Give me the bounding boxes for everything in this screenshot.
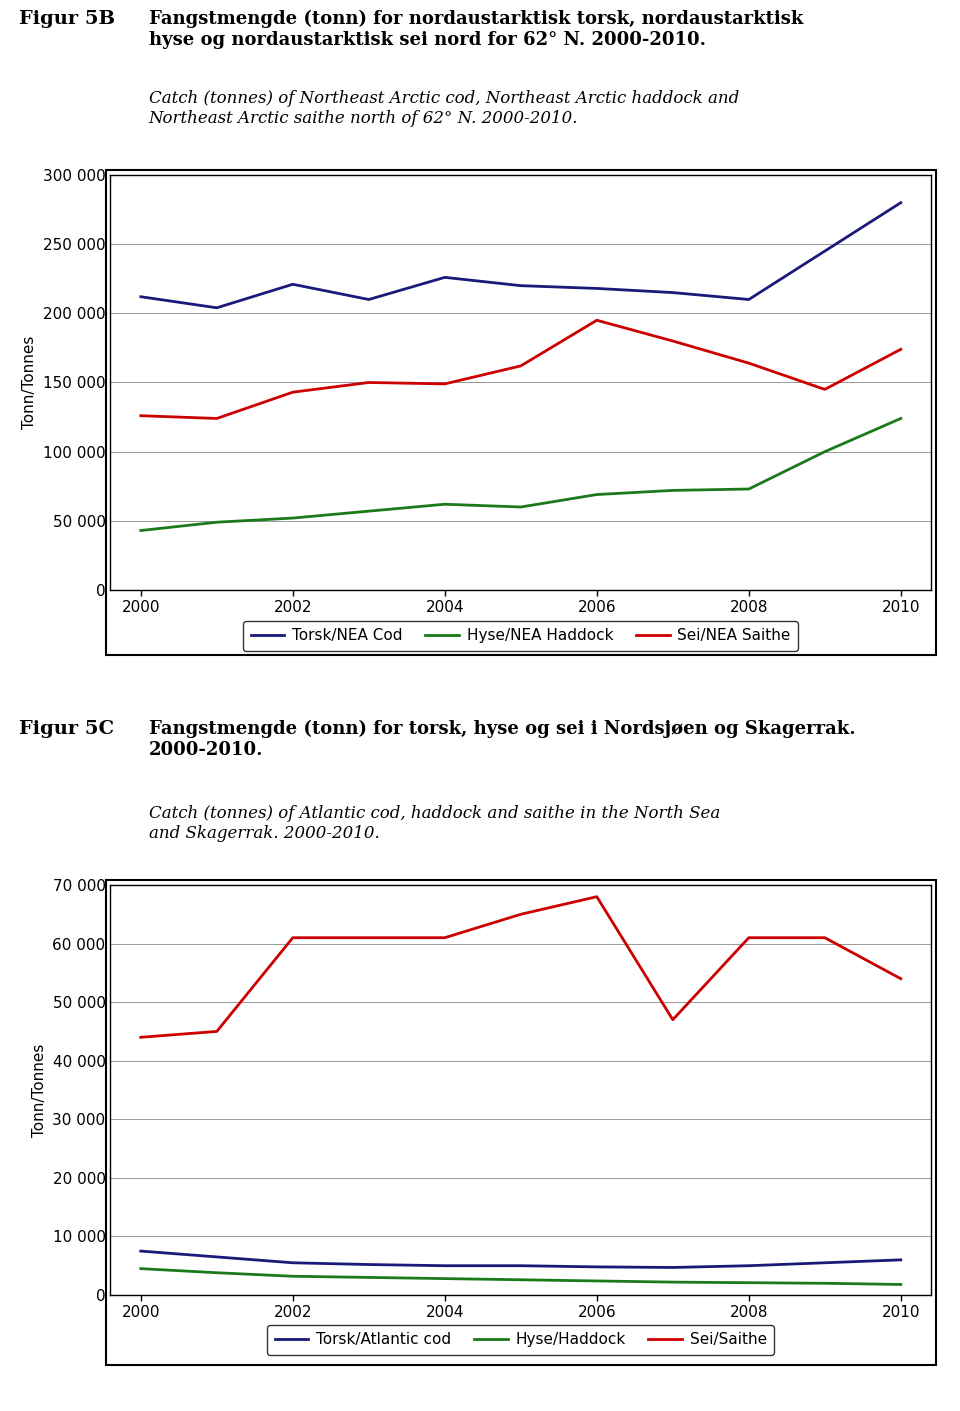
Y-axis label: Tonn/Tonnes: Tonn/Tonnes: [32, 1043, 47, 1137]
Y-axis label: Tonn/Tonnes: Tonn/Tonnes: [22, 336, 37, 429]
Text: Figur 5C: Figur 5C: [19, 720, 114, 738]
Text: Catch (tonnes) of Atlantic cod, haddock and saithe in the North Sea
and Skagerra: Catch (tonnes) of Atlantic cod, haddock …: [149, 806, 720, 841]
Text: Figur 5B: Figur 5B: [19, 10, 115, 28]
Text: Fangstmengde (tonn) for nordaustarktisk torsk, nordaustarktisk
hyse og nordausta: Fangstmengde (tonn) for nordaustarktisk …: [149, 10, 804, 49]
Legend: Torsk/NEA Cod, Hyse/NEA Haddock, Sei/NEA Saithe: Torsk/NEA Cod, Hyse/NEA Haddock, Sei/NEA…: [243, 621, 799, 650]
Text: Catch (tonnes) of Northeast Arctic cod, Northeast Arctic haddock and
Northeast A: Catch (tonnes) of Northeast Arctic cod, …: [149, 90, 739, 127]
Text: Fangstmengde (tonn) for torsk, hyse og sei i Nordsjøen og Skagerrak.
2000-2010.: Fangstmengde (tonn) for torsk, hyse og s…: [149, 720, 855, 759]
Legend: Torsk/Atlantic cod, Hyse/Haddock, Sei/Saithe: Torsk/Atlantic cod, Hyse/Haddock, Sei/Sa…: [267, 1325, 775, 1355]
